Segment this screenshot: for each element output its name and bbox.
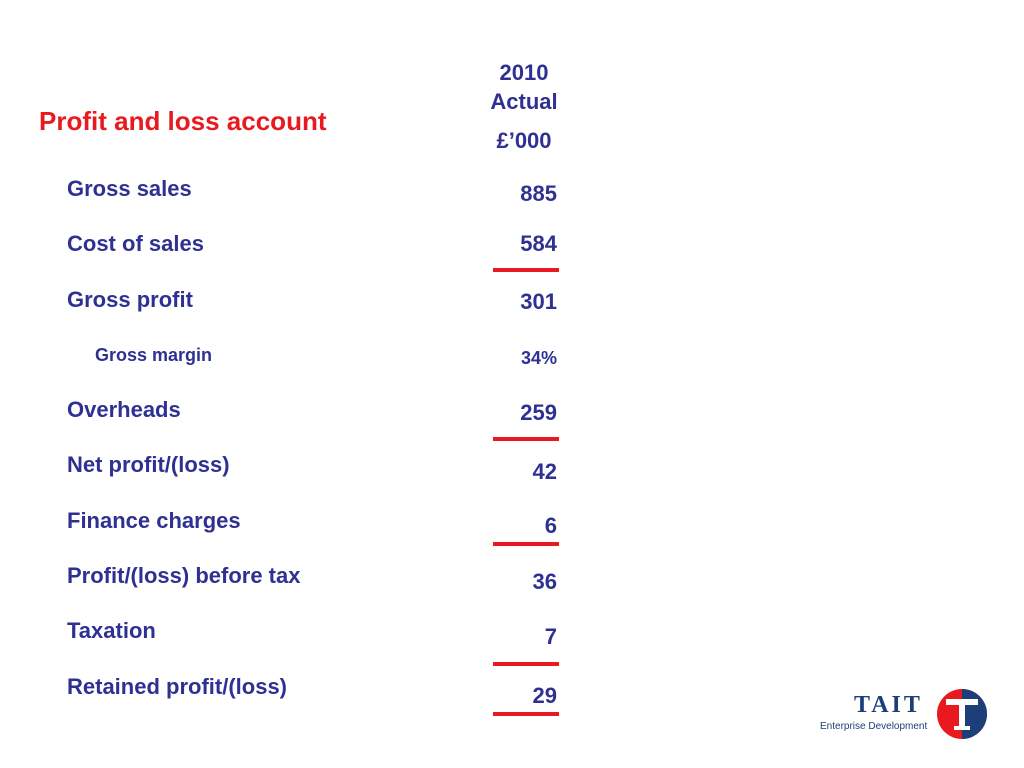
row-value-net-profit: 42 — [532, 459, 557, 484]
page-title: Profit and loss account — [39, 106, 327, 136]
subtotal-rule — [493, 437, 559, 441]
total-rule — [493, 712, 559, 716]
row-label-gross-sales: Gross sales — [67, 176, 192, 201]
row-label-cost-of-sales: Cost of sales — [67, 231, 204, 256]
row-value-retained-profit: 29 — [532, 683, 557, 708]
row-label-net-profit: Net profit/(loss) — [67, 452, 230, 477]
logo-tagline: Enterprise Development — [820, 721, 928, 732]
row-value-cost-of-sales: 584 — [520, 231, 557, 256]
row-value-gross-sales: 885 — [520, 181, 557, 206]
row-value-finance-charges: 6 — [544, 513, 557, 538]
logo-wordmark: TAIT — [854, 692, 923, 718]
subtotal-rule — [493, 268, 559, 272]
row-label-overheads: Overheads — [67, 397, 181, 422]
row-value-gross-margin: 34% — [520, 348, 557, 368]
row-label-finance-charges: Finance charges — [67, 508, 241, 533]
row-value-taxation: 7 — [544, 624, 557, 649]
column-label: Actual — [490, 89, 558, 114]
column-unit: £’000 — [496, 128, 552, 153]
subtotal-rule — [493, 662, 559, 666]
logo-t-icon — [937, 689, 987, 739]
row-label-gross-profit: Gross profit — [67, 287, 193, 312]
row-label-taxation: Taxation — [67, 618, 156, 643]
row-label-profit-before-tax: Profit/(loss) before tax — [67, 563, 301, 588]
row-value-profit-before-tax: 36 — [532, 569, 557, 594]
row-label-retained-profit: Retained profit/(loss) — [67, 674, 288, 699]
row-value-gross-profit: 301 — [520, 289, 557, 314]
company-logo: TAIT Enterprise Development — [820, 688, 990, 740]
row-value-overheads: 259 — [520, 400, 557, 425]
subtotal-rule — [493, 542, 559, 546]
row-label-gross-margin: Gross margin — [95, 345, 213, 365]
column-year: 2010 — [499, 60, 549, 85]
